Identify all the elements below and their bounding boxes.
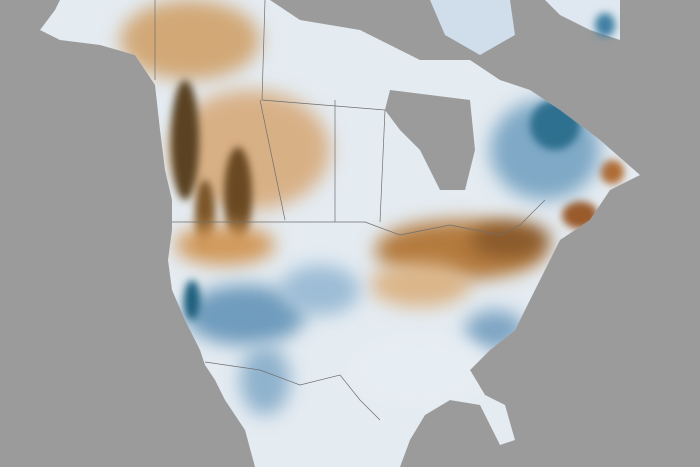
deficit-midwest <box>370 263 470 307</box>
deficit-coast-mountains <box>171 80 199 200</box>
border-lines <box>154 0 546 421</box>
deficit-pacific-northwest <box>175 225 275 265</box>
arctic-island <box>430 0 515 55</box>
us-mexico-border <box>204 361 381 421</box>
neutral-southeast <box>350 335 490 405</box>
surplus-great-plains <box>280 265 360 315</box>
deficit-newfoundland <box>600 160 624 184</box>
surplus-southwest <box>185 285 305 345</box>
us-canada-border <box>172 199 546 236</box>
deficit-rockies <box>224 147 252 243</box>
surplus-northern-mexico <box>240 345 290 415</box>
greenland-surplus <box>595 13 615 37</box>
province-borders <box>259 0 386 223</box>
deficit-western-canada <box>170 90 330 210</box>
deficit-st-lawrence <box>470 222 550 258</box>
surplus-sierra <box>184 280 200 320</box>
